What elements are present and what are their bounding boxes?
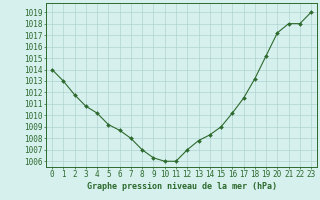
X-axis label: Graphe pression niveau de la mer (hPa): Graphe pression niveau de la mer (hPa) (87, 182, 276, 191)
